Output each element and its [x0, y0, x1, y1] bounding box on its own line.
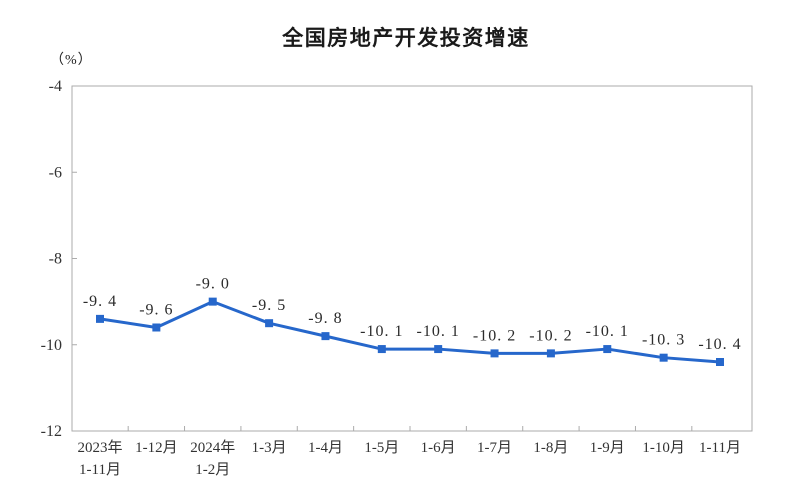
data-point-marker	[265, 319, 274, 328]
chart-title: 全国房地产开发投资增速	[282, 27, 530, 50]
plot-frame	[71, 85, 753, 432]
data-point-label: -9. 0	[196, 276, 230, 293]
y-axis-tick-label: -8	[49, 251, 62, 268]
x-axis-category-label: 1-6月	[421, 440, 456, 456]
y-axis-tick-label: -4	[49, 78, 62, 95]
x-axis-category-label: 1-10月	[642, 440, 685, 456]
y-axis-tick-label: -10	[41, 337, 62, 354]
data-point-marker	[434, 345, 443, 354]
data-point-marker	[96, 314, 104, 323]
x-axis-category-label: 1-9月	[590, 440, 625, 456]
data-point-label: -10. 1	[417, 323, 460, 340]
data-point-label: -10. 1	[360, 323, 403, 340]
data-point-label: -9. 6	[139, 302, 173, 319]
data-point-label: -10. 1	[586, 323, 629, 340]
x-axis-category-label: 1-12月	[135, 440, 178, 456]
series-line	[98, 300, 722, 364]
x-axis-category-label: 1-5月	[364, 440, 399, 456]
data-point-label: -10. 3	[642, 332, 685, 349]
y-axis-tick-label: -6	[49, 164, 62, 181]
y-axis-tick-label: -12	[41, 423, 62, 440]
data-point-label: -9. 8	[308, 310, 342, 327]
data-point-marker	[659, 353, 668, 362]
x-axis-category-label: 1-4月	[308, 440, 343, 456]
x-axis-category-label: 1-8月	[533, 440, 568, 456]
data-point-marker	[490, 349, 499, 358]
x-axis-category-label: 1-11月	[699, 440, 741, 456]
data-point-marker	[546, 349, 555, 358]
data-point-marker	[716, 358, 724, 366]
data-point-label: -9. 5	[252, 297, 286, 314]
x-axis-category-label: 2023年 1-11月	[77, 439, 122, 478]
data-point-marker	[603, 345, 612, 354]
x-axis-category-label: 2024年 1-2月	[190, 439, 235, 478]
x-axis-category-label: 1-3月	[252, 440, 287, 456]
data-point-marker	[208, 297, 217, 306]
data-point-label: -9. 4	[83, 293, 117, 310]
y-axis-unit-label: （%）	[50, 53, 93, 68]
data-point-marker	[321, 332, 330, 341]
data-point-marker	[377, 345, 386, 354]
data-point-label: -10. 2	[529, 327, 572, 344]
data-point-label: -10. 4	[698, 336, 741, 353]
data-point-label: -10. 2	[473, 327, 516, 344]
x-axis-category-label: 1-7月	[477, 440, 512, 456]
data-point-marker	[152, 323, 161, 332]
